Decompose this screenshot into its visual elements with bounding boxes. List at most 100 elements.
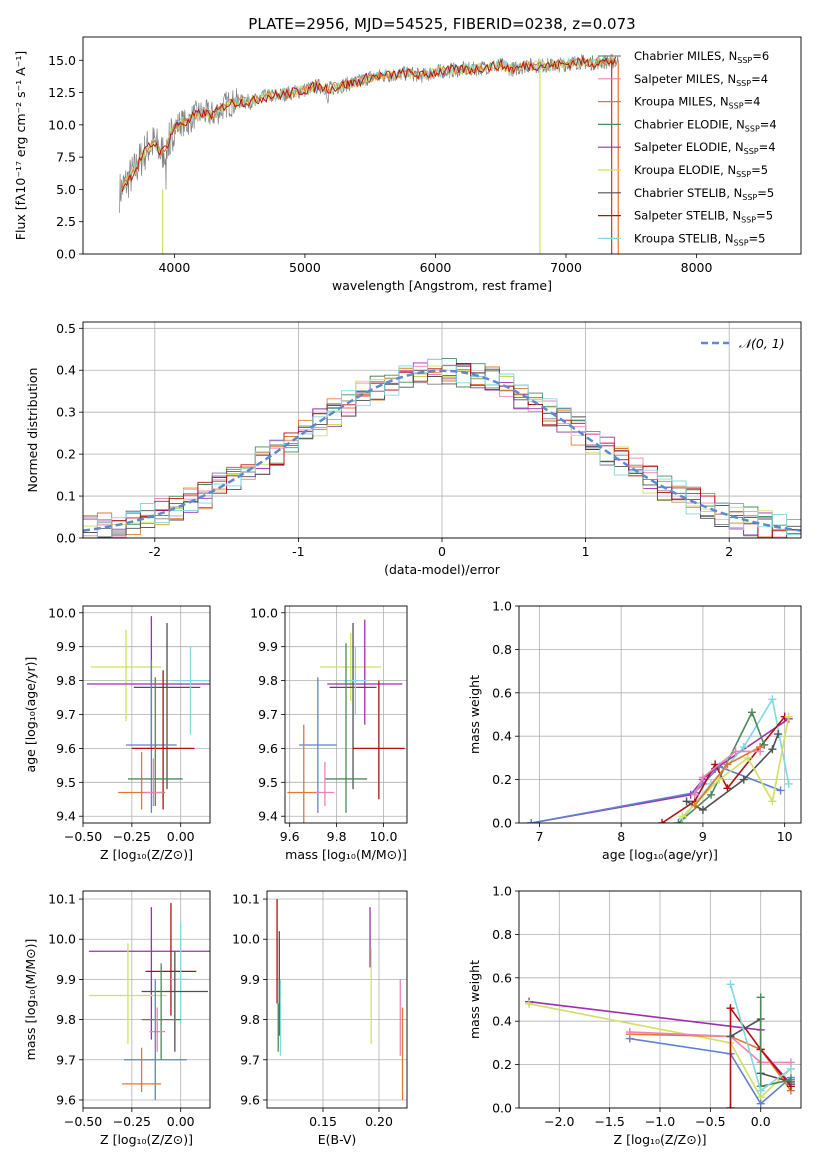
- legend-entry: 𝒩(0, 1): [739, 336, 785, 351]
- mass-weight-point: [784, 712, 793, 721]
- tick-label-y: 0.8: [492, 927, 512, 942]
- legend-entry: Kroupa ELODIE, NSSP=5: [634, 163, 768, 179]
- mass-weight-point: [525, 999, 534, 1008]
- mass-weight-point: [527, 819, 536, 823]
- axes-frame: [518, 890, 802, 1109]
- tick-label-x: −0.50: [64, 829, 102, 844]
- tick-label-x: 1: [582, 544, 590, 559]
- axes-frame: [82, 36, 802, 255]
- tick-label-y: 9.8: [240, 1012, 260, 1027]
- mass-weight-point: [786, 1064, 795, 1073]
- tick-label-y: 9.7: [56, 1052, 76, 1067]
- axes-frame: [82, 605, 211, 824]
- mass-weight-point: [723, 760, 732, 769]
- axes-frame: [82, 890, 211, 1109]
- plot-area-massweight_vs_age: [527, 695, 793, 823]
- mass-weight-point: [726, 1032, 735, 1041]
- tick-label-y: 0.0: [56, 531, 76, 546]
- tick-label-x: −0.5: [695, 1114, 725, 1129]
- mass-weight-line: [531, 718, 790, 823]
- axes-mass_vs_Z: −0.50 −0.25 0.00 9.6 9.7 9.8 9.9 10.0 10.1: [48, 891, 210, 1129]
- mass-weight-point: [768, 745, 777, 754]
- spectrum-model-line: [121, 56, 617, 189]
- tick-label-x: 0.00: [167, 829, 195, 844]
- tick-label-y: 7.5: [56, 150, 76, 165]
- mass-weight-point: [739, 775, 748, 784]
- axes-frame: [518, 605, 802, 824]
- mass-weight-line: [629, 1037, 792, 1105]
- axes-frame: [82, 321, 802, 539]
- legend-entry: Salpeter MILES, NSSP=4: [634, 72, 768, 88]
- tick-label-y: 9.8: [56, 673, 76, 688]
- tick-label-y: 0.0: [492, 816, 512, 831]
- axes-mass_vs_EBV: 0.15 0.20 9.6 9.7 9.8 9.9 10.0 10.1: [232, 891, 407, 1129]
- mass-weight-point: [726, 980, 735, 989]
- tick-label-x: −1.0: [645, 1114, 675, 1129]
- mass-weight-point: [698, 773, 707, 782]
- mass-weight-point: [747, 708, 756, 717]
- y-axis-label: mass weight: [467, 675, 482, 754]
- mass-weight-point: [726, 1104, 735, 1108]
- tick-label-x: −0.25: [113, 829, 151, 844]
- mass-weight-point: [756, 1099, 765, 1108]
- mass-weight-line: [629, 1033, 792, 1092]
- mass-weight-point: [726, 1004, 735, 1013]
- tick-label-y: 0.6: [492, 685, 512, 700]
- tick-label-x: 4000: [158, 260, 190, 275]
- y-axis-label: age [log₁₀(age/yr)]: [23, 657, 38, 773]
- mass-weight-point: [658, 819, 667, 823]
- mass-weight-point: [690, 790, 699, 799]
- tick-label-y: 9.9: [56, 639, 76, 654]
- histogram-line: [83, 358, 801, 538]
- tick-label-y: 12.5: [48, 85, 76, 100]
- mass-weight-point: [768, 695, 777, 704]
- tick-label-y: 9.6: [56, 1092, 76, 1107]
- plot-area-age_vs_mass: [287, 619, 405, 823]
- axes-residuals: -2 -1 0 1 2 0.0 0.1 0.2 0.3 0.4 0.5: [56, 321, 801, 559]
- tick-label-x: −0.25: [113, 1114, 151, 1129]
- mass-weight-point: [784, 779, 793, 788]
- axes-spectrum: 4000 5000 6000 7000 8000 0.0 2.5 5.0 7.5 10.0 12.5…: [48, 53, 712, 275]
- legend-entry: Salpeter ELODIE, NSSP=4: [634, 140, 776, 156]
- mass-weight-line: [531, 765, 781, 823]
- tick-label-y: 10.0: [48, 932, 76, 947]
- histogram-line: [83, 364, 801, 538]
- tick-label-x: 8: [617, 829, 625, 844]
- gaussian-curve: [83, 369, 801, 532]
- x-axis-label: (data-model)/error: [384, 562, 501, 577]
- axes-age_vs_mass: 9.6 9.8 10.0 9.4 9.5 9.6 9.7 9.8 9.9 10.0: [250, 605, 407, 844]
- tick-label-x: 6000: [420, 260, 452, 275]
- tick-label-y: 9.9: [56, 972, 76, 987]
- tick-label-y: 9.7: [56, 707, 76, 722]
- tick-label-y: 1.0: [492, 884, 512, 899]
- tick-label-x: 7000: [550, 260, 582, 275]
- tick-label-y: 0.2: [492, 772, 512, 787]
- tick-label-y: 0.4: [492, 1014, 512, 1029]
- x-axis-label: Z [log₁₀(Z/Z⊙)]: [100, 1132, 193, 1147]
- mass-weight-line: [693, 750, 761, 796]
- tick-label-y: 10.0: [48, 117, 76, 132]
- axes-frame: [284, 605, 408, 824]
- tick-label-y: 0.6: [492, 970, 512, 985]
- legend-entry: Kroupa MILES, NSSP=4: [634, 95, 760, 111]
- tick-label-x: −2.0: [544, 1114, 574, 1129]
- plot-area-age_vs_Z: [86, 616, 210, 813]
- x-axis-label: Z [log₁₀(Z/Z⊙)]: [614, 1132, 707, 1147]
- tick-label-x: -2: [149, 544, 161, 559]
- tick-label-y: 0.0: [56, 247, 76, 262]
- mass-weight-point: [776, 786, 785, 795]
- tick-label-y: 9.7: [240, 1052, 260, 1067]
- tick-label-y: 9.5: [56, 775, 76, 790]
- plot-area-mass_vs_EBV: [276, 899, 404, 1100]
- mass-weight-point: [760, 740, 769, 749]
- tick-label-y: 0.2: [492, 1057, 512, 1072]
- tick-label-x: -1: [292, 544, 304, 559]
- tick-label-y: 10.1: [232, 892, 260, 907]
- tick-label-x: 7: [535, 829, 543, 844]
- tick-label-y: 0.4: [492, 729, 512, 744]
- x-axis-label: E(B-V): [318, 1132, 357, 1147]
- tick-label-y: 1.0: [492, 599, 512, 614]
- mass-weight-point: [756, 1086, 765, 1095]
- axes-frame: [266, 890, 408, 1109]
